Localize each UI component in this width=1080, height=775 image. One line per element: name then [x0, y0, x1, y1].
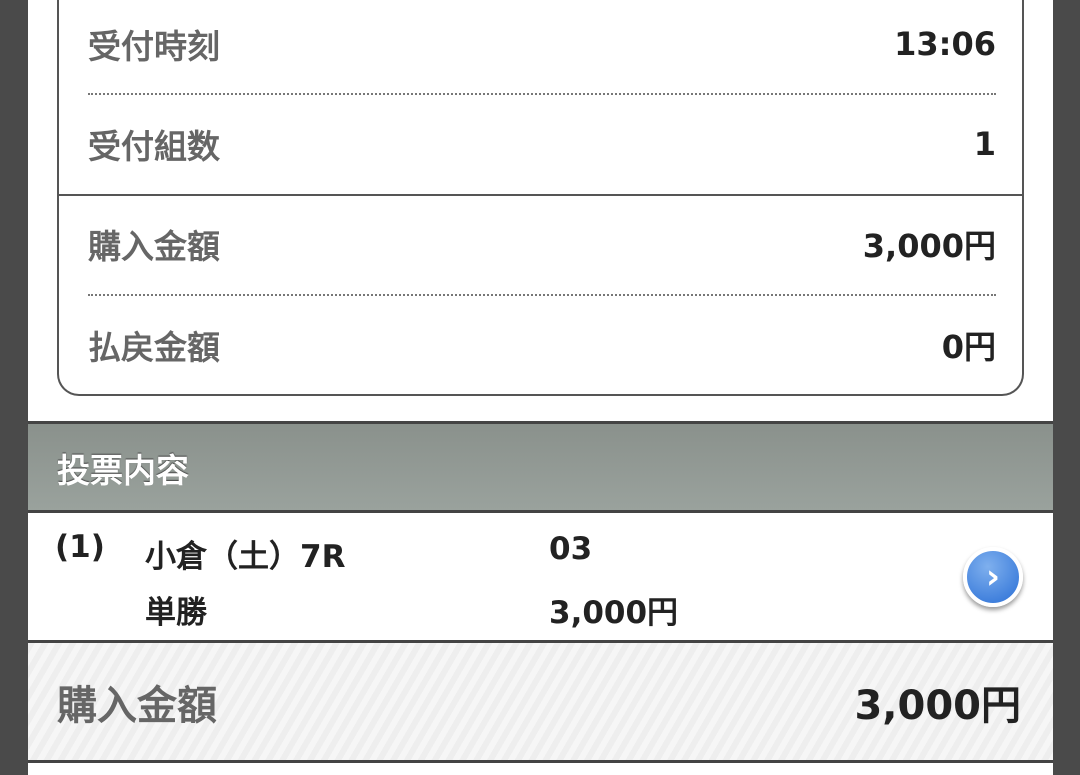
bet-item[interactable]: (1) 小倉（土）7R 03 単勝 3,000円 › [28, 513, 1053, 640]
divider [88, 93, 996, 95]
summary-row-payout: 払戻金額 0円 [88, 295, 996, 395]
divider [28, 760, 1053, 763]
divider [28, 421, 1053, 424]
divider [28, 510, 1053, 513]
summary-row-purchase: 購入金額 3,000円 [88, 194, 996, 294]
bet-type: 単勝 [145, 595, 207, 631]
label: 購入金額 [88, 227, 220, 266]
total-row: 購入金額 3,000円 [28, 643, 1053, 760]
value: 1 [973, 125, 996, 163]
bet-index: (1) [55, 529, 105, 565]
summary-row-count: 受付組数 1 [88, 94, 996, 194]
label: 受付時刻 [88, 27, 220, 66]
value: 0円 [941, 328, 996, 366]
label: 受付組数 [88, 127, 220, 166]
bet-number: 03 [549, 531, 593, 567]
total-label: 購入金額 [57, 682, 217, 729]
chevron-right-icon[interactable]: › [963, 547, 1023, 607]
divider [88, 294, 996, 296]
divider [28, 640, 1053, 643]
section-header: 投票内容 [28, 424, 1053, 511]
divider [59, 194, 1024, 196]
receipt-summary-card: 受付時刻 13:06 受付組数 1 購入金額 3,000円 払戻金額 0円 [57, 0, 1024, 396]
bet-race: 小倉（土）7R [145, 539, 346, 575]
total-value: 3,000円 [854, 682, 1021, 729]
summary-row-time: 受付時刻 13:06 [88, 0, 996, 94]
bet-amount: 3,000円 [549, 595, 679, 631]
page: 受付時刻 13:06 受付組数 1 購入金額 3,000円 払戻金額 0円 投票内容 (… [28, 0, 1053, 775]
value: 13:06 [894, 25, 996, 63]
value: 3,000円 [862, 227, 996, 265]
label: 払戻金額 [88, 328, 220, 367]
